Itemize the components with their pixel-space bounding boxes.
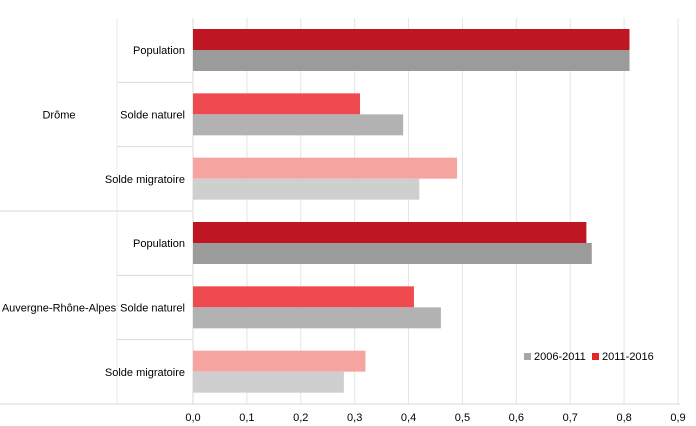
x-tick-label: 0,3: [347, 412, 362, 424]
bar-solde-naturel-2006-2011: [193, 307, 441, 329]
x-tick-label: 0,7: [563, 412, 578, 424]
category-label: Solde migratoire: [105, 174, 185, 186]
bar-population-2006-2011: [193, 243, 592, 264]
x-tick-label: 0,9: [670, 412, 685, 424]
category-label: Solde naturel: [120, 303, 185, 315]
x-tick-label: 0,6: [509, 412, 524, 424]
bars: [193, 29, 630, 393]
bar-population-2006-2011: [193, 50, 630, 71]
category-labels: Population Solde naturel Solde migratoire D…: [2, 45, 185, 379]
category-label: Solde naturel: [120, 110, 185, 122]
legend: 2006-2011 2011-2016: [524, 351, 654, 363]
bar-solde-naturel-2006-2011: [193, 114, 404, 136]
x-tick-label: 0,8: [616, 412, 631, 424]
x-tick-label: 0,0: [185, 412, 200, 424]
category-label: Population: [133, 45, 185, 57]
x-tick-label: 0,4: [401, 412, 416, 424]
legend-swatch: [592, 353, 599, 360]
x-tick-label: 0,5: [455, 412, 470, 424]
legend-label: 2006-2011: [534, 351, 586, 363]
bar-population-2011-2016: [193, 29, 630, 50]
bar-solde-migratoire-2006-2011: [193, 371, 344, 393]
legend-swatch: [524, 353, 531, 360]
bar-solde-migratoire-2011-2016: [193, 157, 458, 179]
bar-solde-naturel-2011-2016: [193, 286, 414, 308]
bar-population-2011-2016: [193, 222, 587, 243]
axis: 0,0 0,1 0,2 0,3 0,4 0,5 0,6 0,7 0,8 0,9: [0, 18, 686, 424]
group-label: Drôme: [42, 110, 75, 122]
category-label: Solde migratoire: [105, 367, 185, 379]
legend-label: 2011-2016: [602, 351, 654, 363]
bar-solde-migratoire-2011-2016: [193, 350, 366, 372]
category-label: Population: [133, 238, 185, 250]
bar-solde-migratoire-2006-2011: [193, 178, 420, 200]
x-tick-label: 0,2: [293, 412, 308, 424]
group-label: Auvergne-Rhône-Alpes: [2, 303, 117, 315]
bar-solde-naturel-2011-2016: [193, 93, 361, 115]
x-tick-label: 0,1: [239, 412, 254, 424]
gridlines: [246, 18, 679, 404]
